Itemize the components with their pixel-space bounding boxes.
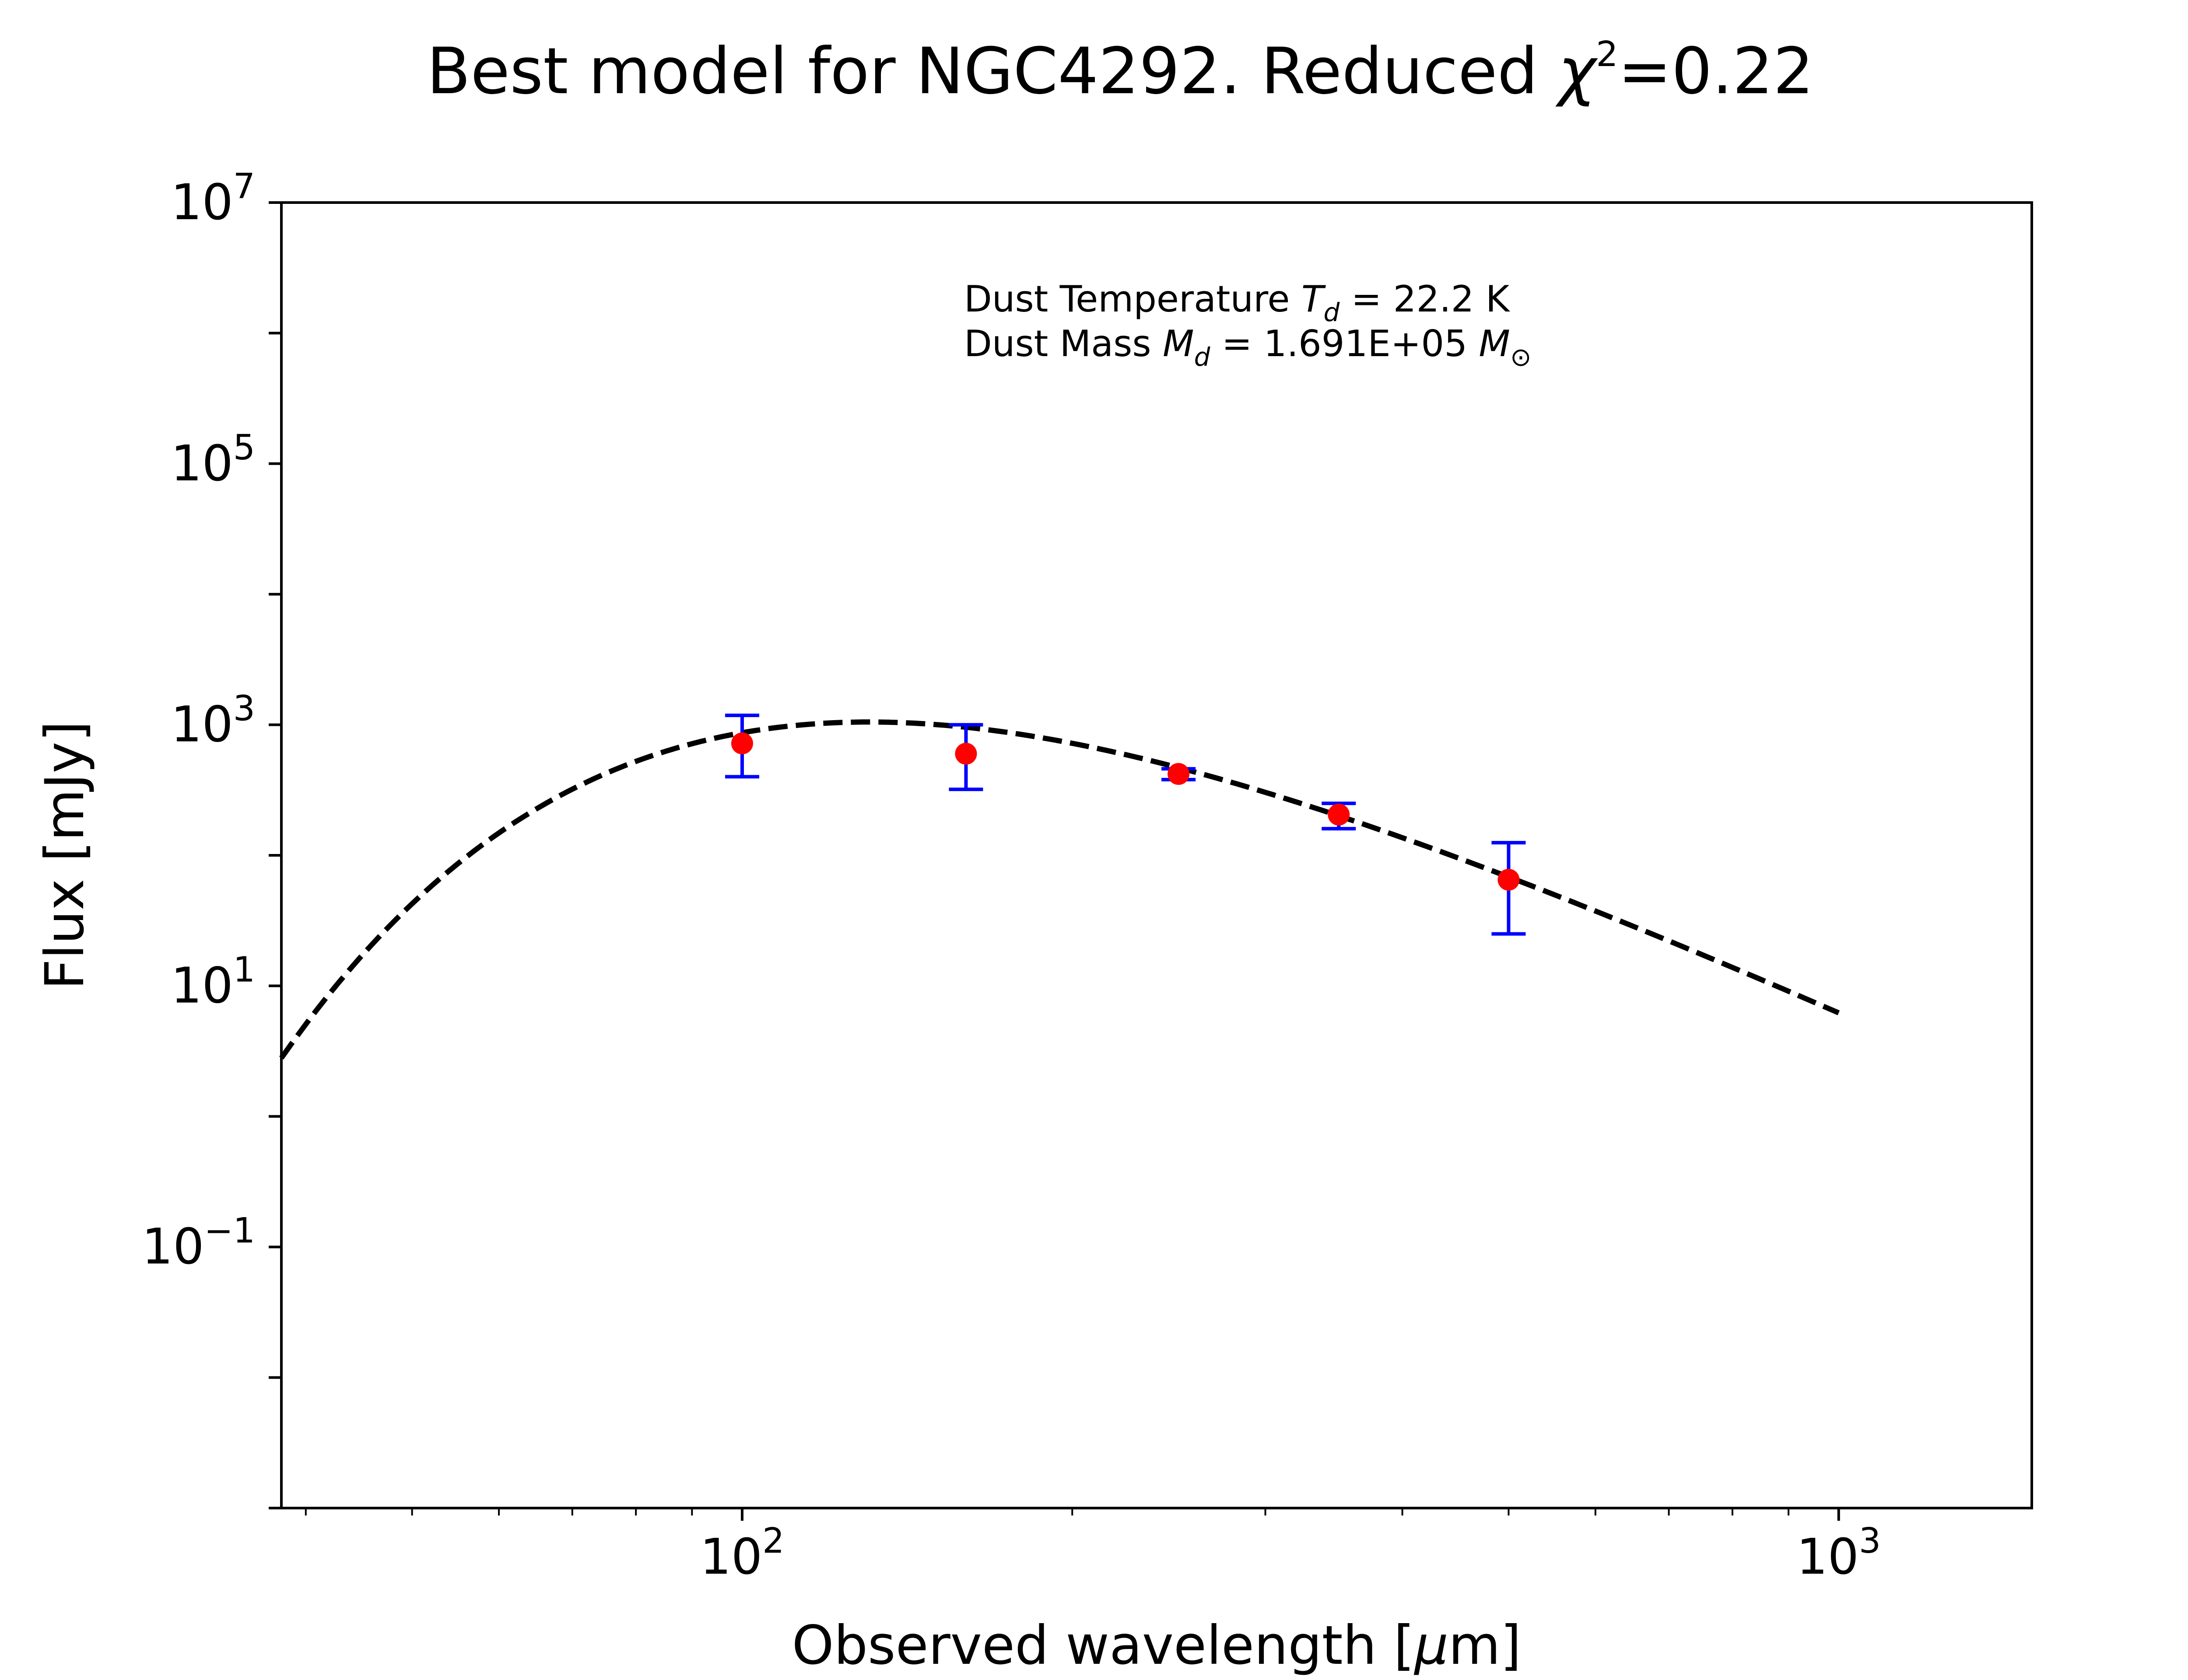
annotation-dust-temperature: Dust Temperature Td = 22.2 K: [964, 278, 1511, 327]
x-tick-label-1: 102: [700, 1521, 785, 1586]
chart-title: Best model for NGC4292. Reduced χ2=0.22: [427, 34, 1814, 108]
y-tick-label-3: 103: [171, 689, 255, 753]
y-tick-label-5: 107: [171, 166, 255, 231]
model-curve-layer: [279, 719, 1840, 1060]
y-tick-label-4: 105: [171, 427, 255, 492]
data-point-5: [1491, 841, 1526, 936]
annotation-dust-mass: Dust Mass Md = 1.691E+05 M⊙: [964, 322, 1532, 372]
observations-layer: [725, 714, 1526, 936]
y-tick-label-2: 101: [171, 949, 255, 1014]
data-point-2: [949, 723, 983, 791]
data-point-4: [1322, 802, 1356, 831]
model-curve: [279, 719, 1840, 1060]
data-marker: [731, 732, 753, 755]
data-point-1: [725, 714, 759, 779]
data-marker: [1168, 763, 1190, 785]
data-marker: [1497, 868, 1520, 891]
data-marker: [955, 742, 977, 765]
y-tick-label-1: 10−1: [142, 1211, 255, 1275]
x-axis-label: Observed wavelength [μm]: [792, 1614, 1522, 1676]
axis-ticks-layer: 102 103 10−1 101 103 105 107: [142, 166, 1881, 1586]
data-point-3: [1161, 763, 1196, 785]
data-marker: [1328, 803, 1350, 826]
x-tick-label-2: 103: [1796, 1521, 1881, 1586]
y-axis-label: Flux [mJy]: [34, 721, 96, 990]
